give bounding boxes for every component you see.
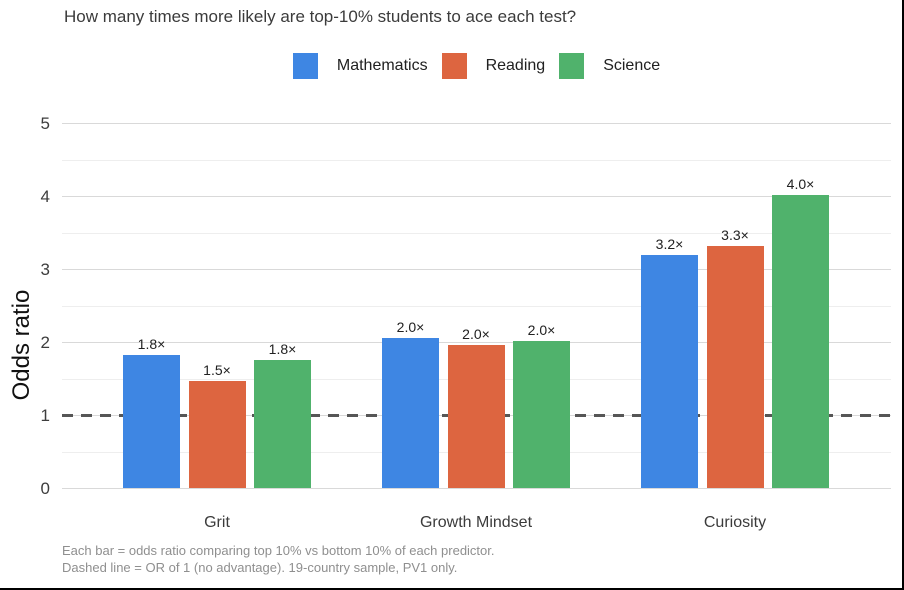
bar-science-curiosity — [772, 194, 829, 488]
bar-reading-grit — [188, 380, 246, 488]
y-tick-label: 1 — [40, 406, 50, 425]
legend-item-mathematics: Mathematics — [292, 52, 428, 79]
gridline-minor — [62, 305, 891, 307]
bar-value-label: 1.8× — [268, 340, 297, 357]
y-tick-label: 2 — [40, 333, 50, 352]
legend-swatch-mathematics — [292, 52, 318, 79]
bar-science-growth-mindset — [513, 341, 570, 488]
bar-reading-curiosity — [706, 246, 764, 488]
y-tick-label: 5 — [40, 114, 50, 133]
bar-value-label: 1.8× — [137, 336, 166, 353]
y-axis-title: Odds ratio — [8, 289, 35, 401]
bar-value-label: 4.0× — [786, 175, 815, 192]
gridline-major — [62, 196, 891, 197]
x-category-label-grit: Grit — [204, 514, 230, 531]
bar-reading-growth-mindset — [447, 344, 505, 488]
legend-item-science: Science — [559, 52, 661, 79]
footnote: Each bar = odds ratio comparing top 10% … — [62, 542, 495, 576]
y-tick-label: 3 — [40, 260, 50, 279]
gridline-minor — [62, 159, 891, 161]
gridline-major — [62, 342, 891, 343]
gridline-minor — [62, 232, 891, 234]
bar-value-label: 3.3× — [721, 227, 749, 244]
bar-value-label: 2.0× — [527, 322, 556, 339]
bar-value-label: 3.2× — [655, 236, 684, 253]
gridline-major — [62, 123, 891, 124]
footnote-line-1: Each bar = odds ratio comparing top 10% … — [62, 543, 495, 558]
bar-mathematics-growth-mindset — [382, 338, 439, 488]
y-tick-label: 4 — [40, 187, 50, 206]
legend-swatch-reading — [441, 52, 467, 79]
chart-title: How many times more likely are top-10% s… — [64, 7, 577, 26]
legend-item-reading: Reading — [441, 52, 546, 79]
bar-value-label: 2.0× — [462, 325, 490, 342]
bar-mathematics-curiosity — [641, 255, 698, 488]
legend-label: Reading — [485, 56, 546, 74]
y-tick-label: 0 — [40, 479, 50, 498]
bar-value-label: 2.0× — [396, 319, 425, 336]
x-category-label-growth-mindset: Growth Mindset — [419, 514, 533, 531]
legend: Mathematics Reading Science — [62, 52, 891, 79]
footnote-line-2: Dashed line = OR of 1 (no advantage). 19… — [62, 560, 458, 575]
legend-label: Mathematics — [336, 56, 428, 74]
x-category-label-curiosity: Curiosity — [703, 514, 767, 531]
bar-mathematics-grit — [123, 355, 180, 488]
gridline-major — [62, 488, 891, 489]
legend-label: Science — [603, 56, 661, 74]
bar-value-label: 1.5× — [203, 361, 231, 378]
gridline-major — [62, 269, 891, 270]
bar-science-grit — [254, 359, 311, 488]
legend-swatch-science — [559, 52, 585, 79]
